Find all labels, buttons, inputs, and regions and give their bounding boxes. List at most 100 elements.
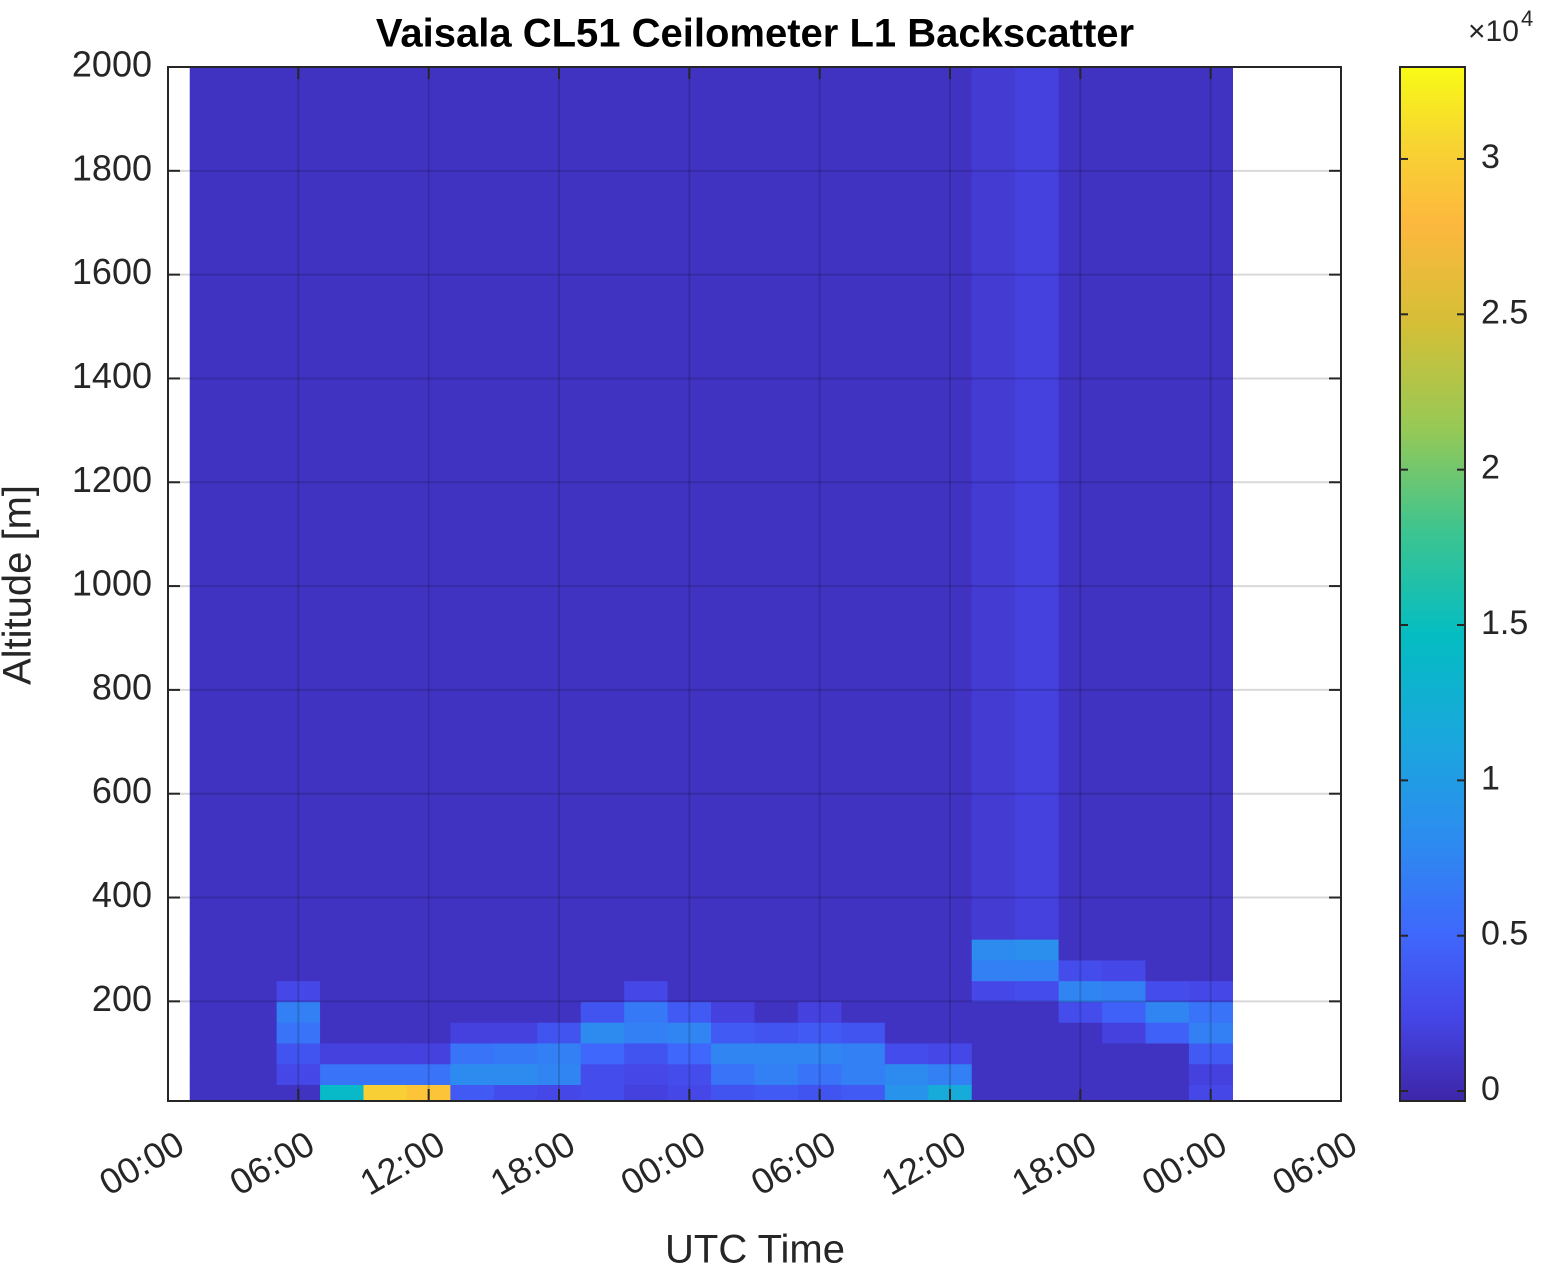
heatmap-cell [406,1042,451,1065]
heatmap-cell [754,1022,799,1044]
heatmap-cell [1058,1042,1103,1065]
heatmap-cell [928,939,973,961]
heatmap-cell [841,1042,886,1065]
heatmap-cell [493,980,538,1002]
heatmap-cell [189,1042,234,1065]
heatmap-cell [797,980,842,1002]
heatmap-cell [450,1084,495,1102]
heatmap-cell [928,1063,973,1085]
heatmap-cell [797,939,842,961]
heatmap-cell [580,1022,625,1044]
y-tick-label: 1600 [72,251,152,292]
heatmap-cell [667,67,712,940]
heatmap-cell [537,939,582,961]
heatmap-cell [1102,1042,1147,1065]
heatmap-cell [1188,1001,1233,1023]
heatmap-cell [711,1042,756,1065]
heatmap-cell [841,1001,886,1023]
heatmap-cell [493,1063,538,1085]
heatmap-cell [884,980,929,1002]
heatmap-cell [1058,959,1103,982]
heatmap-cell [624,939,669,961]
heatmap-cell [928,1022,973,1044]
heatmap-cell [406,1001,451,1023]
heatmap-cell [928,980,973,1002]
heatmap-cell [363,939,408,961]
heatmap-cell [1102,959,1147,982]
heatmap-cell [189,980,234,1002]
heatmap-cell [363,980,408,1002]
heatmap-cell [884,1022,929,1044]
x-tick-label: 06:00 [1265,1123,1364,1204]
x-tick-label: 00:00 [614,1123,713,1204]
heatmap-cell [754,959,799,982]
heatmap-cell [1188,1042,1233,1065]
heatmap-cell [884,939,929,961]
heatmap-cell [580,1042,625,1065]
colorbar-tick-label: 3 [1481,138,1500,176]
heatmap-cell [233,1063,278,1085]
heatmap-cell [754,939,799,961]
heatmap-cell [276,959,321,982]
heatmap-cell [406,1063,451,1085]
heatmap-cell [1188,959,1233,982]
heatmap-cell [233,1022,278,1044]
heatmap-cell [363,959,408,982]
heatmap-cell [1015,1022,1060,1044]
heatmap-cell [450,959,495,982]
heatmap-cell [1015,1063,1060,1085]
heatmap-cell [233,1042,278,1065]
heatmap-cell [624,67,669,940]
heatmap-cell [1145,1001,1190,1023]
heatmap-cell [624,1022,669,1044]
heatmap-cell [537,1022,582,1044]
y-tick-label: 1200 [72,459,152,500]
colorbar [1399,66,1466,1102]
heatmap-cell [754,1084,799,1102]
heatmap-cell [1015,1042,1060,1065]
heatmap-cell [1015,980,1060,1002]
heatmap-cell [624,1063,669,1085]
heatmap-cell [189,939,234,961]
heatmap-cell [493,1042,538,1065]
plot-frame [167,66,1342,1102]
heatmap-cell [711,980,756,1002]
y-tick-label: 600 [92,770,152,811]
heatmap-cell [1015,959,1060,982]
heatmap-cell [580,1084,625,1102]
heatmap-cell [1058,1022,1103,1044]
heatmap-cell [1102,1022,1147,1044]
heatmap-cell [667,939,712,961]
heatmap-cell [320,1063,365,1085]
heatmap-cell [1188,1063,1233,1085]
heatmap-cell [276,1063,321,1085]
heatmap-cell [189,1063,234,1085]
y-tick-label: 1000 [72,563,152,604]
heatmap-cell [189,67,234,940]
heatmap-cell [797,1001,842,1023]
heatmap-cell [624,959,669,982]
heatmap-cell [580,980,625,1002]
heatmap-cell [841,67,886,940]
heatmap-cell [493,1084,538,1102]
heatmap-cell [1102,1084,1147,1102]
heatmap-cell [233,1084,278,1102]
heatmap-cell [363,1001,408,1023]
heatmap-cell [189,1084,234,1102]
heatmap-cell [189,1001,234,1023]
heatmap-cell [320,1001,365,1023]
heatmap-cell [667,959,712,982]
heatmap-cell [233,980,278,1002]
heatmap-cell [233,939,278,961]
heatmap-cell [320,67,365,940]
x-tick-label: 06:00 [223,1123,322,1204]
colorbar-tick-label: 0 [1481,1070,1500,1108]
heatmap-cell [450,980,495,1002]
heatmap-cell [320,939,365,961]
heatmap-cell [580,67,625,940]
heatmap-cell [754,980,799,1002]
heatmap-cell [1102,980,1147,1002]
heatmap-cell [667,980,712,1002]
heatmap-cell [1102,67,1147,940]
